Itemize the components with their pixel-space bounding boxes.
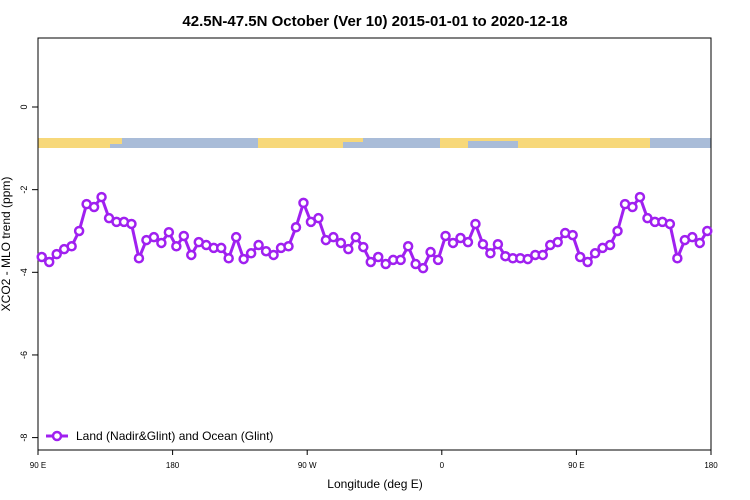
data-point [604, 239, 616, 251]
data-point [268, 249, 279, 261]
land-band [520, 138, 650, 148]
data-point [664, 218, 676, 230]
x-tick-label: 0 [440, 461, 445, 470]
data-point [335, 237, 347, 249]
data-point [447, 237, 459, 249]
data-point [215, 242, 227, 254]
data-point [702, 225, 713, 237]
x-tick-label: 90 E [568, 461, 584, 470]
data-point [163, 226, 175, 238]
data-point [402, 241, 414, 252]
data-point [470, 218, 481, 230]
land-ocean-strip [38, 138, 711, 148]
data-point [477, 238, 489, 250]
data-point [245, 248, 257, 259]
data-point [455, 232, 466, 244]
data-point [432, 254, 444, 266]
data-point [186, 249, 197, 261]
data-point [298, 197, 309, 209]
legend-marker [51, 430, 63, 442]
y-tick-label: -6 [19, 351, 29, 359]
data-point [73, 225, 85, 237]
chart-title: 42.5N-47.5N October (Ver 10) 2015-01-01 … [182, 13, 567, 30]
land-band [38, 138, 110, 148]
data-point [425, 246, 436, 258]
data-point [582, 256, 593, 268]
x-tick-label: 90 E [30, 461, 46, 470]
data-point [156, 237, 167, 249]
ocean-band [468, 141, 518, 148]
data-point [522, 253, 534, 265]
y-tick-label: 0 [19, 105, 29, 110]
data-point [634, 191, 646, 203]
data-point [171, 241, 182, 252]
data-point [372, 251, 384, 263]
data-point [589, 248, 601, 259]
data-point [365, 256, 377, 268]
data-point [66, 241, 77, 252]
data-point [148, 231, 160, 243]
x-tick-label: 180 [166, 461, 180, 470]
land-band [258, 138, 343, 148]
data-point [230, 231, 242, 243]
data-point [627, 201, 638, 213]
x-axis-label: Longitude (deg E) [327, 477, 422, 491]
y-tick-label: -2 [19, 186, 29, 194]
data-point [96, 191, 107, 203]
data-point [343, 243, 354, 255]
data-point [350, 231, 362, 243]
y-tick-label: -4 [19, 268, 29, 276]
data-point [178, 230, 190, 242]
land-band [343, 138, 363, 142]
data-point [283, 241, 294, 252]
data-point [313, 212, 324, 224]
data-point [687, 231, 698, 243]
data-point [290, 222, 302, 233]
data-point [380, 258, 391, 270]
data-point [238, 253, 249, 265]
x-tick-label: 90 W [298, 461, 317, 470]
data-point [395, 254, 406, 266]
data-point [612, 225, 623, 237]
data-point [133, 253, 145, 264]
land-band [110, 138, 122, 144]
data-point [358, 241, 369, 253]
data-point [36, 251, 47, 263]
data-point [552, 236, 563, 248]
y-axis-label: XCO2 - MLO trend (ppm) [0, 177, 13, 312]
ocean-band [38, 138, 711, 148]
data-point [51, 248, 62, 260]
data-point [694, 237, 706, 249]
data-point [567, 229, 578, 241]
data-point [485, 248, 496, 259]
data-point [672, 253, 683, 264]
plot-frame [37, 37, 712, 451]
legend-label: Land (Nadir&Glint) and Ocean (Glint) [76, 429, 273, 443]
data-point [574, 251, 586, 263]
data-point [417, 262, 429, 274]
y-tick-label: -8 [19, 434, 29, 442]
x-tick-label: 180 [704, 461, 718, 470]
data-point [492, 238, 504, 250]
data-point [88, 201, 100, 213]
data-point [537, 249, 548, 261]
data-point [410, 258, 421, 270]
data-point [253, 239, 264, 251]
data-point [126, 218, 137, 230]
data-point [223, 253, 234, 264]
data-point [328, 231, 339, 243]
data-point [462, 236, 474, 248]
data-point [440, 230, 451, 242]
data-point [43, 256, 55, 268]
